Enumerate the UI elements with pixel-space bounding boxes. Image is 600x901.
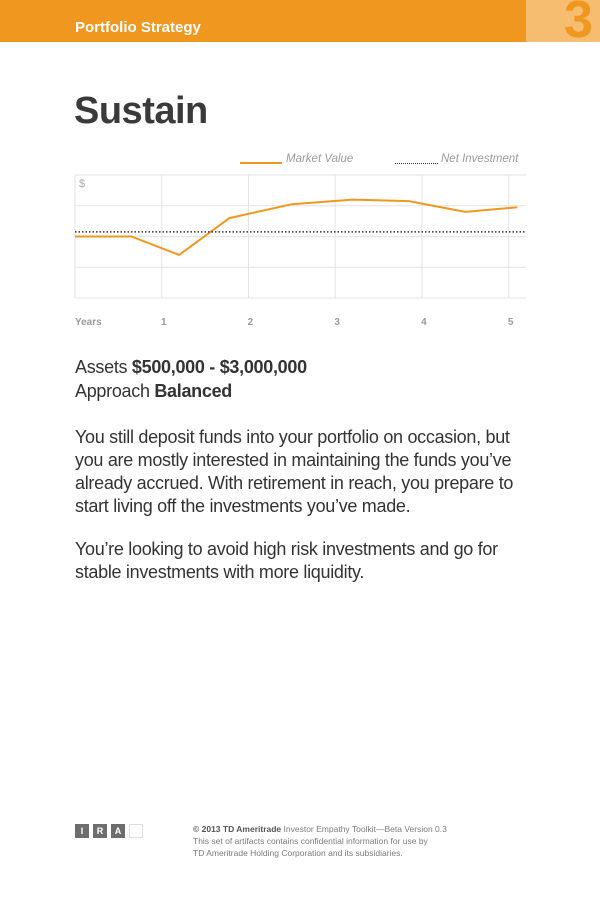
x-tick-label: 3 [334, 317, 340, 328]
legend-market-value: Market Value [286, 153, 354, 165]
section-number-tab: 3 [526, 0, 600, 42]
footer-box-i: I [75, 824, 89, 838]
section-title: Portfolio Strategy [75, 19, 201, 36]
footer-line-3: TD Ameritrade Holding Corporation and it… [193, 848, 403, 858]
assets-label: Assets [75, 357, 128, 377]
assets-line: Assets $500,000 - $3,000,000 [75, 357, 307, 378]
footer-toolkit: Investor Empathy Toolkit—Beta Version 0.… [283, 824, 447, 834]
x-tick-label: 5 [508, 317, 514, 328]
page-title: Sustain [74, 90, 208, 132]
footer-copyright: © 2013 TD Ameritrade [193, 824, 282, 834]
paragraph-2: You’re looking to avoid high risk invest… [75, 539, 498, 582]
legend-market-value-swatch [240, 162, 282, 164]
x-tick-label: 1 [161, 317, 167, 328]
section-number: 3 [564, 0, 593, 42]
paragraph-1: You still deposit funds into your portfo… [75, 427, 514, 516]
legend-net-investment: Net Investment [441, 153, 519, 165]
y-axis-label: $ [79, 178, 85, 190]
approach-value: Balanced [154, 381, 232, 401]
footer-line-2: This set of artifacts contains confident… [193, 836, 428, 846]
footer-logo-boxes: I R A [75, 824, 143, 838]
assets-value: $500,000 - $3,000,000 [131, 357, 307, 377]
footer-box-a: A [111, 824, 125, 838]
footer-legal: © 2013 TD Ameritrade Investor Empathy To… [193, 823, 513, 859]
approach-line: Approach Balanced [75, 381, 232, 402]
x-axis-label: Years [75, 317, 102, 328]
line-chart: $ Years 1 2 3 4 5 [74, 174, 526, 328]
series-market-value-line [75, 198, 518, 257]
footer-box-empty [129, 824, 143, 838]
footer-box-r: R [93, 824, 107, 838]
x-tick-label: 4 [421, 317, 427, 328]
approach-label: Approach [75, 381, 150, 401]
x-tick-label: 2 [248, 317, 254, 328]
header-bar [0, 0, 600, 42]
legend-net-investment-swatch [395, 163, 438, 164]
